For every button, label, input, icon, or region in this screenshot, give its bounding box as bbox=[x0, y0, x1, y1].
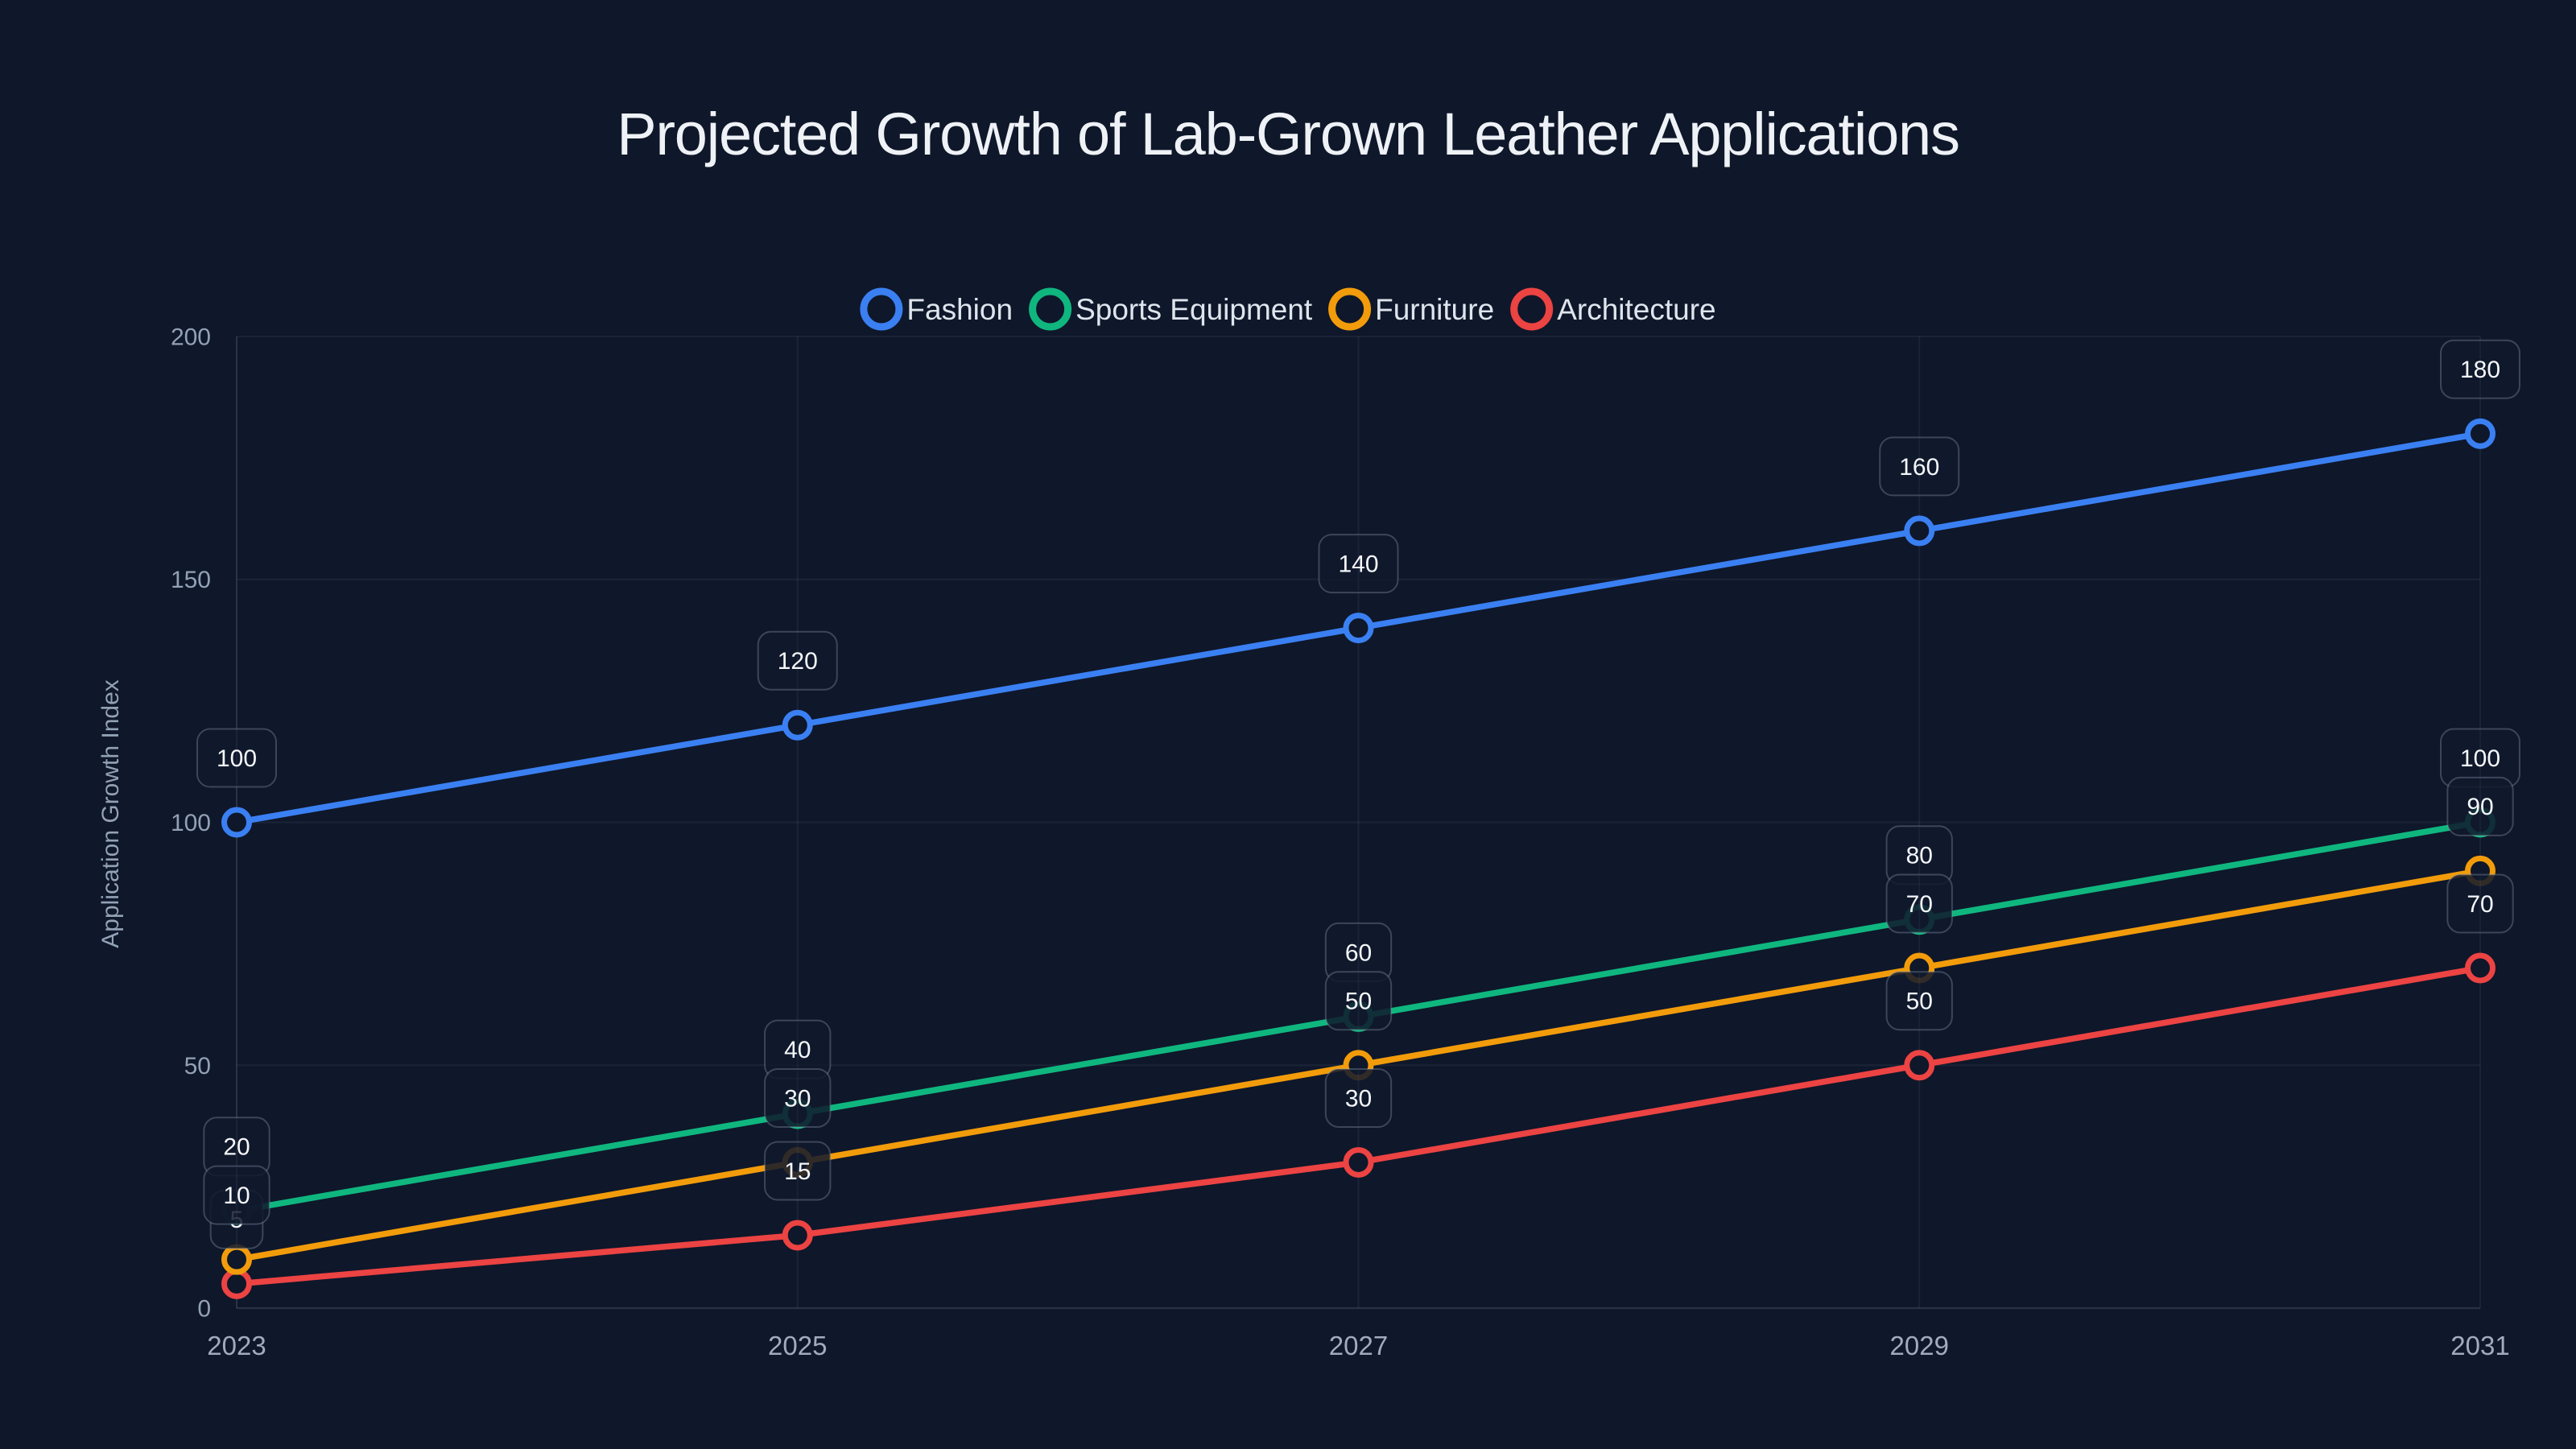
svg-text:60: 60 bbox=[1345, 939, 1372, 966]
svg-text:40: 40 bbox=[784, 1037, 811, 1063]
svg-text:10: 10 bbox=[223, 1183, 250, 1209]
svg-text:Architecture: Architecture bbox=[1557, 293, 1715, 326]
svg-text:15: 15 bbox=[784, 1158, 811, 1185]
svg-text:2023: 2023 bbox=[207, 1331, 266, 1360]
svg-text:Sports Equipment: Sports Equipment bbox=[1075, 293, 1313, 326]
svg-text:150: 150 bbox=[171, 567, 211, 593]
svg-text:100: 100 bbox=[2460, 745, 2500, 772]
svg-text:50: 50 bbox=[184, 1053, 211, 1080]
svg-text:0: 0 bbox=[197, 1296, 211, 1323]
svg-text:50: 50 bbox=[1906, 989, 1933, 1015]
svg-text:140: 140 bbox=[1338, 551, 1378, 578]
svg-text:100: 100 bbox=[217, 745, 257, 772]
svg-text:Projected Growth of Lab-Grown: Projected Growth of Lab-Grown Leather Ap… bbox=[617, 101, 1959, 167]
svg-text:70: 70 bbox=[1906, 891, 1933, 918]
svg-text:80: 80 bbox=[1906, 843, 1933, 869]
svg-text:180: 180 bbox=[2460, 357, 2500, 383]
svg-text:2027: 2027 bbox=[1329, 1331, 1388, 1360]
svg-text:120: 120 bbox=[778, 648, 818, 675]
svg-text:20: 20 bbox=[223, 1134, 250, 1161]
svg-text:Furniture: Furniture bbox=[1375, 293, 1494, 326]
svg-text:2029: 2029 bbox=[1890, 1331, 1949, 1360]
svg-text:50: 50 bbox=[1345, 989, 1372, 1015]
svg-text:2025: 2025 bbox=[768, 1331, 827, 1360]
svg-text:90: 90 bbox=[2467, 794, 2493, 820]
svg-text:200: 200 bbox=[171, 324, 211, 351]
svg-text:30: 30 bbox=[1345, 1085, 1372, 1112]
svg-text:30: 30 bbox=[784, 1085, 811, 1112]
svg-text:2031: 2031 bbox=[2450, 1331, 2509, 1360]
svg-text:160: 160 bbox=[1899, 454, 1939, 481]
svg-text:70: 70 bbox=[2467, 891, 2493, 918]
svg-text:Application Growth Index: Application Growth Index bbox=[97, 679, 124, 948]
svg-text:Fashion: Fashion bbox=[906, 293, 1013, 326]
svg-text:100: 100 bbox=[171, 810, 211, 836]
